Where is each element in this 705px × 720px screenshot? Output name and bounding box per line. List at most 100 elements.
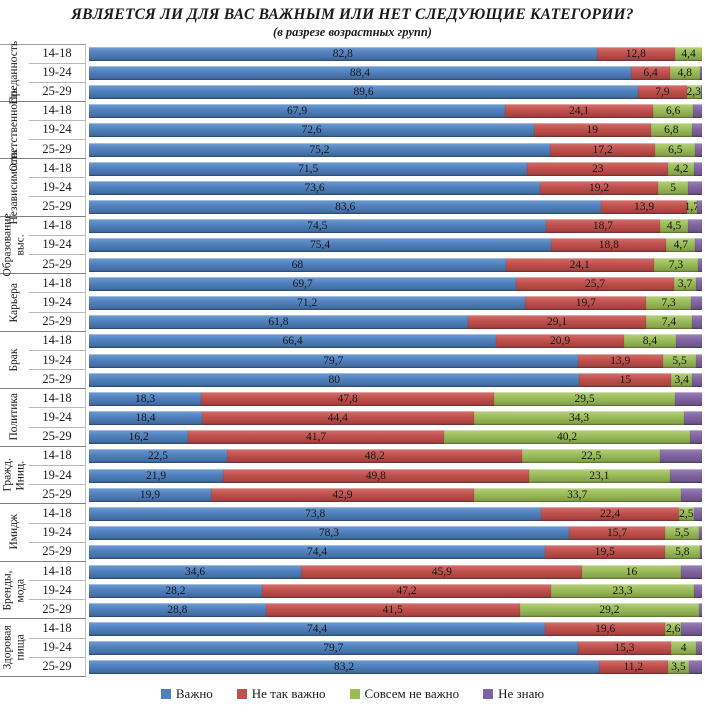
category-group: Преданность 14-18 19-24 25-29 82,8 12,8 4,4 88,… — [0, 41, 702, 105]
bar-value-label: 4,2 — [673, 162, 689, 175]
age-group-label: 14-18 — [29, 217, 85, 236]
bar-value-label: 79,7 — [323, 354, 344, 367]
bar-segment-3 — [699, 65, 702, 80]
stacked-bar: 78,3 15,7 5,5 — [89, 526, 702, 541]
bar-segment-2: 22,5 — [522, 449, 661, 464]
bar-value-label: 4 — [680, 642, 687, 655]
legend-item-ne-tak-vazhno: Не так важно — [236, 686, 326, 702]
bar-segment-2: 2,6 — [665, 622, 682, 637]
bar-segment-2: 40,2 — [443, 430, 691, 445]
bar-segment-1: 11,2 — [599, 660, 668, 675]
bar-value-label: 66,4 — [282, 335, 303, 348]
bar-value-label: 23 — [592, 162, 604, 175]
bars-column: 69,7 25,7 3,7 71,2 19,7 7,3 61,8 29,1 7,4 — [86, 274, 702, 332]
category-label: Образование выс. — [1, 213, 27, 277]
bar-value-label: 6,4 — [643, 66, 658, 79]
bar-value-label: 18,8 — [598, 239, 619, 252]
bar-row: 34,6 45,9 16 — [89, 562, 702, 581]
age-column: 14-18 19-24 25-29 — [29, 102, 85, 159]
chart-subtitle: (в разрезе возрастных групп) — [273, 25, 432, 39]
bar-value-label: 22,4 — [599, 507, 621, 520]
bar-segment-3 — [694, 506, 702, 521]
bar-value-label: 29,5 — [574, 392, 595, 405]
bar-segment-2: 1,7 — [685, 200, 699, 215]
chart-header: ЯВЛЯЕТСЯ ЛИ ДЛЯ ВАС ВАЖНЫМ ИЛИ НЕТ СЛЕДУ… — [0, 0, 705, 44]
bar-segment-2: 29,2 — [519, 602, 699, 617]
bar-segment-3 — [700, 545, 702, 560]
bar-value-label: 28,2 — [165, 584, 186, 597]
stacked-bar: 18,4 44,4 34,3 — [89, 411, 702, 426]
age-group-label: 14-18 — [29, 447, 85, 467]
bar-segment-2: 33,7 — [473, 487, 681, 502]
bar-segment-1: 19,6 — [545, 622, 666, 637]
bars-column: 67,9 24,1 6,6 72,6 19 6,8 75,2 17,2 6,5 — [86, 102, 702, 160]
bar-segment-2: 4,2 — [668, 161, 694, 176]
bar-value-label: 7,3 — [661, 296, 676, 309]
bar-value-label: 41,7 — [306, 431, 327, 444]
legend-label: Не так важно — [251, 686, 326, 701]
age-group-label: 14-18 — [29, 102, 85, 121]
age-group-label: 19-24 — [29, 408, 85, 428]
category-group: Карьера 14-18 19-24 25-29 69,7 25,7 3,7 71,2 19,… — [0, 274, 702, 332]
category-group: Имидж 14-18 19-24 25-29 73,8 22,4 2,5 78,3 15,7 5… — [0, 504, 702, 562]
category-label: Здоровая пища — [1, 625, 27, 670]
bar-segment-0: 80 — [89, 372, 580, 387]
category-group: Политика 14-18 19-24 25-29 18,3 47,8 29,5 18,4 4… — [0, 389, 702, 447]
stacked-bar: 67,9 24,1 6,6 — [89, 104, 702, 119]
bar-value-label: 18,7 — [592, 220, 614, 233]
category-group: Здоровая пища 14-18 19-24 25-29 74,4 19,6 2,6 7… — [0, 619, 702, 678]
bar-segment-3 — [700, 84, 702, 99]
bar-segment-1: 19 — [534, 123, 651, 138]
bar-segment-1: 48,2 — [226, 449, 523, 464]
bar-value-label: 24,1 — [569, 105, 590, 118]
bar-value-label: 4,7 — [673, 239, 688, 252]
bar-value-label: 4,5 — [666, 220, 682, 233]
bar-row: 68 24,1 7,3 — [89, 255, 702, 274]
stacked-bar: 73,8 22,4 2,5 — [89, 506, 702, 521]
bar-segment-0: 22,5 — [89, 449, 227, 464]
bar-segment-0: 28,2 — [89, 583, 262, 598]
stacked-bar: 74,4 19,5 5,8 — [89, 545, 702, 560]
bar-value-label: 16,2 — [128, 431, 149, 444]
bar-segment-3 — [684, 411, 702, 426]
bar-segment-3 — [698, 257, 702, 272]
bars-column: 71,5 23 4,2 73,6 19,2 5 83,6 13,9 1,7 — [86, 159, 702, 217]
bar-row: 74,4 19,6 2,6 — [89, 619, 702, 638]
bar-segment-2: 5 — [657, 180, 689, 195]
bar-segment-2: 4 — [671, 641, 696, 656]
bar-value-label: 6,8 — [664, 124, 679, 137]
bar-value-label: 4,8 — [677, 66, 692, 79]
category-label: Карьера — [8, 282, 20, 323]
bar-segment-3 — [681, 622, 702, 637]
category-label-block: Гражд. Иниц. 14-18 19-24 25-29 — [0, 446, 86, 505]
bar-value-label: 40,2 — [557, 431, 578, 444]
age-group-label: 14-18 — [29, 332, 85, 351]
bar-segment-0: 67,9 — [89, 104, 506, 119]
bar-value-label: 74,4 — [306, 623, 328, 636]
bar-value-label: 3,4 — [674, 373, 689, 386]
bar-segment-2: 3,5 — [667, 660, 690, 675]
bar-segment-2: 5,8 — [664, 545, 701, 560]
bar-value-label: 5 — [670, 181, 677, 194]
bar-segment-2: 8,4 — [624, 334, 676, 349]
bar-value-label: 3,5 — [671, 661, 686, 674]
bar-segment-2: 4,7 — [666, 238, 696, 253]
bar-row: 73,8 22,4 2,5 — [89, 504, 702, 523]
stacked-bar: 80 15 3,4 — [89, 372, 702, 387]
category-label-block: Бренды, мода 14-18 19-24 25-29 — [0, 561, 86, 620]
bar-row: 66,4 20,9 8,4 — [89, 332, 702, 351]
bar-value-label: 78,3 — [318, 527, 340, 540]
bar-value-label: 5,8 — [675, 546, 690, 559]
stacked-bar: 68 24,1 7,3 — [89, 257, 702, 272]
age-group-label: 19-24 — [29, 64, 85, 83]
chart-title: ЯВЛЯЕТСЯ ЛИ ДЛЯ ВАС ВАЖНЫМ ИЛИ НЕТ СЛЕДУ… — [71, 6, 634, 23]
bar-value-label: 44,4 — [327, 412, 348, 425]
bar-segment-0: 89,6 — [89, 84, 639, 99]
bar-segment-2: 16 — [582, 564, 681, 579]
bar-row: 18,4 44,4 34,3 — [89, 408, 702, 427]
bar-value-label: 74,4 — [306, 546, 328, 559]
stacked-bar: 19,9 42,9 33,7 — [89, 487, 702, 502]
bar-value-label: 34,6 — [184, 565, 206, 578]
bar-value-label: 7,3 — [668, 258, 684, 271]
category-label: Брак — [8, 348, 20, 372]
